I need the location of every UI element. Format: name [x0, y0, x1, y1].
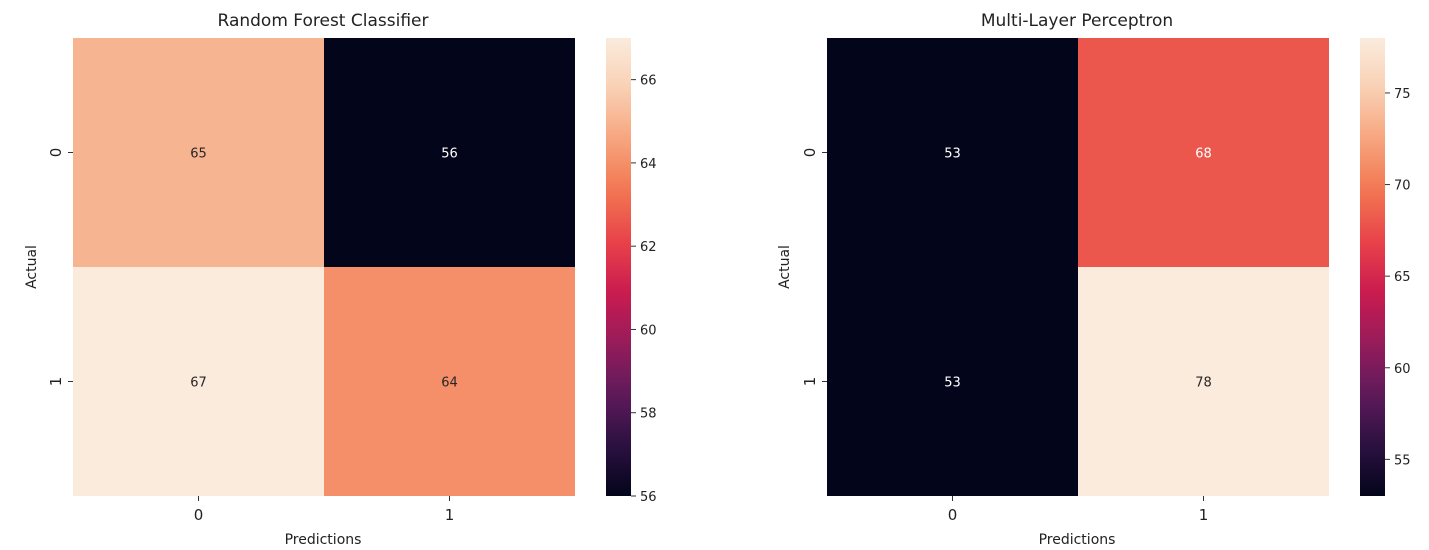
cell-value-label: 53 — [944, 147, 961, 162]
x-tick-label: 1 — [445, 506, 455, 524]
heatmap-panel-mlp: Multi-Layer Perceptron 53 68 53 78 0 1 0 1 Pre… — [715, 0, 1429, 550]
heatmap-cell — [1078, 267, 1329, 496]
y-tick-label: 1 — [801, 377, 819, 387]
colorbar-tick-label: 60 — [640, 323, 657, 338]
colorbar-tick-label: 70 — [1394, 179, 1411, 194]
x-tick-label: 1 — [1199, 506, 1209, 524]
colorbar-tick-label: 66 — [640, 74, 657, 89]
cell-value-label: 56 — [441, 147, 458, 162]
y-tick-label: 1 — [47, 377, 65, 387]
y-tick-label: 0 — [801, 148, 819, 158]
chart-title: Multi-Layer Perceptron — [981, 11, 1173, 31]
colorbar-tick-label: 64 — [640, 157, 657, 172]
y-tick-label: 0 — [47, 148, 65, 158]
x-tick-label: 0 — [194, 506, 204, 524]
colorbar-tick-label: 55 — [1394, 453, 1411, 468]
heatmap-cell — [827, 38, 1078, 267]
colorbar-tick-label: 58 — [640, 407, 657, 422]
chart-title: Random Forest Classifier — [218, 11, 429, 31]
cell-value-label: 68 — [1195, 147, 1212, 162]
x-tick-label: 0 — [948, 506, 958, 524]
colorbar-tick-label: 75 — [1394, 87, 1411, 102]
heatmap-cell — [324, 38, 575, 267]
cell-value-label: 53 — [944, 376, 961, 391]
colorbar-tick-label: 56 — [640, 490, 657, 505]
heatmap-random-forest: Random Forest Classifier 65 56 67 64 0 1 0 1 P… — [24, 11, 657, 548]
heatmap-cell — [324, 267, 575, 496]
x-axis-label: Predictions — [1039, 532, 1116, 548]
colorbar — [1360, 38, 1385, 496]
cell-value-label: 67 — [190, 376, 207, 391]
heatmap-cell — [827, 267, 1078, 496]
heatmap-cell — [73, 267, 324, 496]
colorbar — [606, 38, 631, 496]
heatmap-cell — [1078, 38, 1329, 267]
heatmap-panel-random-forest: Random Forest Classifier 65 56 67 64 0 1 0 1 P… — [24, 11, 657, 548]
heatmap-cell — [73, 38, 324, 267]
colorbar-tick-label: 60 — [1394, 362, 1411, 377]
heatmap-multi-layer-perceptron: Multi-Layer Perceptron 53 68 53 78 0 1 0 1 Pre… — [777, 11, 1411, 548]
y-axis-label: Actual — [777, 245, 793, 289]
cell-value-label: 78 — [1195, 376, 1212, 391]
cell-value-label: 65 — [190, 147, 207, 162]
y-axis-label: Actual — [24, 245, 40, 289]
colorbar-tick-label: 62 — [640, 240, 657, 255]
x-axis-label: Predictions — [285, 532, 362, 548]
colorbar-tick-label: 65 — [1394, 270, 1411, 285]
cell-value-label: 64 — [441, 376, 458, 391]
